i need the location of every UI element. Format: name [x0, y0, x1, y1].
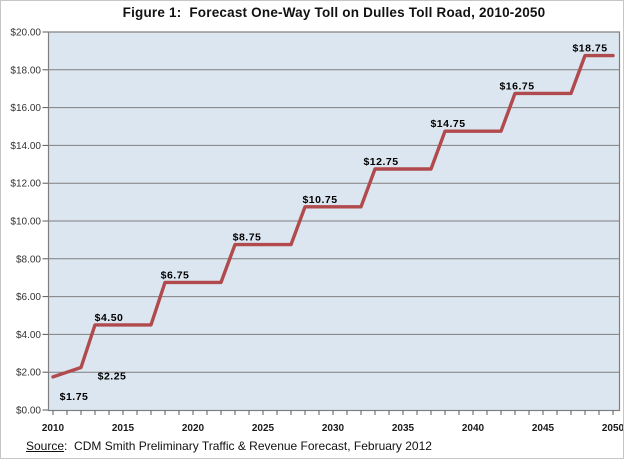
y-axis-label: $18.00	[10, 65, 41, 76]
y-axis-label: $8.00	[16, 254, 41, 265]
source-label: Source	[26, 439, 65, 453]
x-axis-label: 2025	[252, 423, 275, 434]
source-text: : CDM Smith Preliminary Traffic & Revenu…	[64, 439, 432, 453]
data-label: $14.75	[430, 118, 465, 130]
data-label: $10.75	[302, 194, 337, 206]
y-axis-label: $4.00	[16, 330, 41, 341]
x-axis-label: 2030	[322, 423, 345, 434]
y-axis-label: $12.00	[10, 179, 41, 190]
x-axis-label: 2015	[112, 423, 135, 434]
y-axis-label: $6.00	[16, 292, 41, 303]
x-axis-label: 2010	[42, 423, 65, 434]
data-label: $18.75	[572, 43, 607, 55]
data-label: $4.50	[95, 312, 124, 324]
y-axis-label: $2.00	[16, 368, 41, 379]
y-axis-label: $16.00	[10, 103, 41, 114]
x-axis-label: 2050	[602, 423, 624, 434]
y-axis-label: $20.00	[10, 28, 41, 39]
x-axis-label: 2035	[392, 423, 415, 434]
data-label: $1.75	[60, 391, 89, 403]
data-label: $2.25	[98, 370, 127, 382]
x-axis-label: 2040	[462, 423, 485, 434]
source-note: Source: CDM Smith Preliminary Traffic & …	[26, 439, 432, 453]
data-label: $6.75	[161, 269, 190, 281]
x-axis-label: 2045	[532, 423, 555, 434]
data-label: $8.75	[233, 232, 262, 244]
y-axis-label: $0.00	[16, 406, 41, 417]
data-label: $12.75	[363, 156, 398, 168]
toll-line	[51, 53, 615, 379]
y-axis-label: $14.00	[10, 141, 41, 152]
data-label: $16.75	[499, 80, 534, 92]
plot-border	[47, 31, 621, 412]
y-axis-label: $10.00	[10, 217, 41, 228]
chart-title: Figure 1: Forecast One-Way Toll on Dulle…	[122, 5, 546, 20]
x-axis-label: 2020	[182, 423, 205, 434]
